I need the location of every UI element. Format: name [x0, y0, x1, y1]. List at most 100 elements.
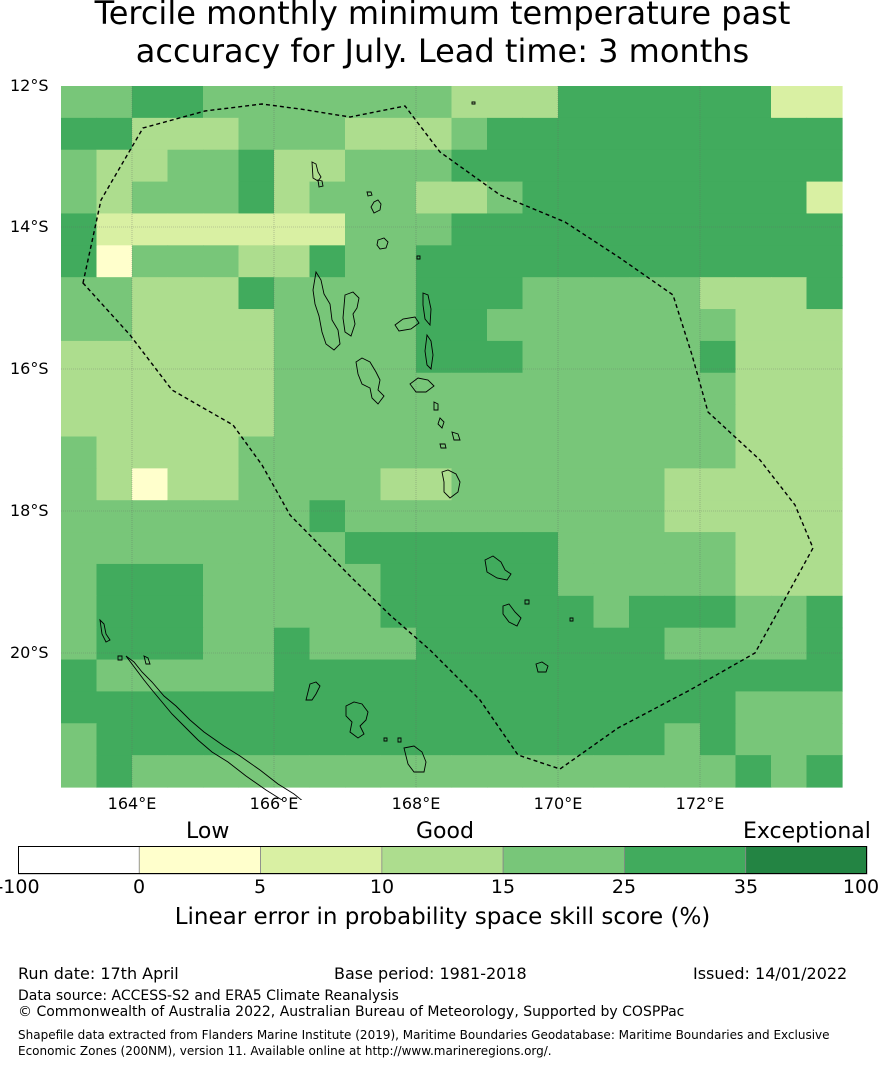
grid-cell — [451, 149, 488, 183]
grid-cell — [771, 532, 808, 565]
grid-cell — [309, 340, 346, 374]
grid-cell — [558, 563, 595, 597]
grid-cell — [593, 627, 630, 661]
grid-cell — [345, 149, 382, 183]
grid-cell — [274, 181, 311, 215]
grid-cell — [380, 340, 417, 374]
grid-cell — [96, 436, 133, 469]
grid-cell — [61, 691, 98, 724]
grid-cell — [487, 372, 524, 406]
grid-cell — [167, 595, 204, 629]
grid-cell — [416, 117, 453, 151]
grid-cell — [593, 436, 630, 469]
grid-cell — [345, 468, 382, 501]
grid-cell — [167, 372, 204, 406]
grid-cell — [380, 149, 417, 183]
grid-cell — [167, 563, 204, 597]
grid-cell — [451, 86, 488, 119]
grid-cell — [416, 691, 453, 724]
colorbar-tick: 0 — [132, 876, 146, 898]
grid-cell — [203, 755, 240, 788]
grid-cell — [416, 213, 453, 246]
grid-cell — [558, 340, 595, 374]
grid-cell — [416, 500, 453, 533]
grid-cell — [416, 245, 453, 278]
grid-cell — [132, 86, 169, 119]
grid-cell — [806, 277, 843, 310]
grid-cell — [735, 627, 772, 661]
grid-cell — [61, 723, 98, 756]
grid-cell — [487, 627, 524, 661]
grid-cell — [345, 213, 382, 246]
grid-cell — [309, 532, 346, 565]
grid-cell — [132, 372, 169, 406]
grid-cell — [558, 86, 595, 119]
grid-cell — [451, 277, 488, 310]
grid-cell — [806, 245, 843, 278]
grid-cell — [345, 309, 382, 342]
grid-cell — [96, 691, 133, 724]
grid-cell — [771, 500, 808, 533]
colorbar-tick: 15 — [490, 876, 516, 898]
grid-cell — [238, 277, 275, 310]
grid-cell — [700, 723, 737, 756]
grid-cell — [238, 532, 275, 565]
grid-cell — [771, 181, 808, 215]
grid-cell — [806, 86, 843, 119]
grid-cell — [629, 627, 666, 661]
grid-cell — [806, 691, 843, 724]
grid-cell — [558, 436, 595, 469]
grid-cell — [735, 245, 772, 278]
grid-cell — [167, 181, 204, 215]
grid-cell — [274, 86, 311, 119]
grid-cell — [309, 500, 346, 533]
grid-cell — [522, 595, 559, 629]
grid-cell — [416, 755, 453, 788]
grid-cell — [487, 755, 524, 788]
grid-cell — [735, 309, 772, 342]
grid-cell — [96, 468, 133, 501]
grid-cell — [558, 691, 595, 724]
grid-cell — [132, 117, 169, 151]
grid-cell — [167, 627, 204, 661]
grid-cell — [664, 659, 701, 693]
grid-cell — [132, 404, 169, 438]
grid-cell — [380, 117, 417, 151]
grid-cell — [380, 245, 417, 278]
grid-cell — [61, 595, 98, 629]
grid-cell — [167, 691, 204, 724]
eez-boundary — [82, 103, 814, 770]
grid-cell — [416, 340, 453, 374]
grid-cell — [61, 181, 98, 215]
grid-cell — [274, 340, 311, 374]
skill-grid — [61, 86, 843, 788]
grid-cell — [380, 181, 417, 215]
grid-cell — [629, 340, 666, 374]
grid-cell — [345, 691, 382, 724]
grid-cell — [96, 723, 133, 756]
grid-cell — [96, 149, 133, 183]
colorbar-segment — [745, 846, 868, 875]
grid-cell — [238, 86, 275, 119]
grid-cell — [309, 563, 346, 597]
grid-cell — [522, 277, 559, 310]
grid-cell — [61, 309, 98, 342]
grid-cell — [96, 340, 133, 374]
grid-cell — [416, 436, 453, 469]
grid-cell — [487, 563, 524, 597]
grid-cell — [416, 372, 453, 406]
grid-cell — [167, 404, 204, 438]
grid-cell — [629, 468, 666, 501]
grid-cell — [735, 86, 772, 119]
grid-cell — [416, 86, 453, 119]
grid-cell — [132, 468, 169, 501]
grid-cell — [700, 468, 737, 501]
grid-cell — [345, 277, 382, 310]
grid-cell — [345, 86, 382, 119]
grid-cell — [203, 468, 240, 501]
grid-cell — [132, 340, 169, 374]
grid-cell — [593, 309, 630, 342]
grid-cell — [451, 213, 488, 246]
grid-cell — [167, 245, 204, 278]
grid-cell — [522, 213, 559, 246]
